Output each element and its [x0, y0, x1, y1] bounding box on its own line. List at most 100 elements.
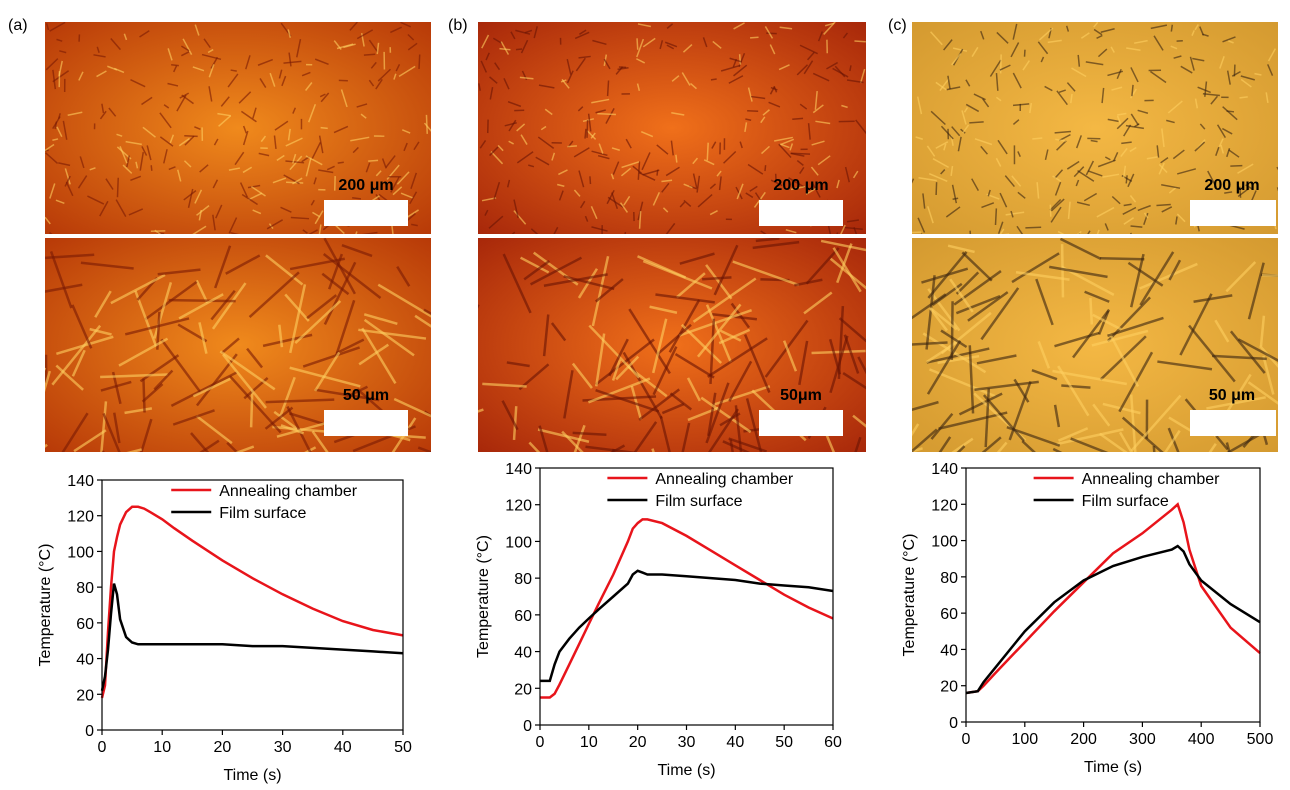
streak [732, 260, 800, 287]
streak [955, 294, 1001, 315]
streak [208, 64, 215, 78]
streak [296, 38, 302, 58]
streak [971, 178, 980, 192]
streak [973, 93, 986, 101]
streak [642, 169, 660, 176]
streak [620, 167, 632, 177]
streak [1129, 195, 1137, 203]
scale-bar [324, 200, 408, 226]
y-tick-label: 100 [931, 534, 958, 551]
streak [278, 69, 283, 79]
streak [203, 38, 211, 49]
streak [578, 29, 587, 35]
streak [99, 200, 109, 217]
x-tick-label: 20 [629, 734, 647, 751]
streak [390, 26, 403, 34]
streak [962, 124, 970, 134]
streak [841, 104, 848, 109]
streak [64, 168, 71, 185]
streak [638, 211, 642, 229]
series-line [540, 518, 834, 699]
streak [1262, 355, 1275, 395]
streak [575, 57, 586, 72]
streak [595, 389, 660, 413]
streak [659, 40, 664, 50]
streak [59, 50, 67, 54]
streak [755, 238, 780, 243]
streak [123, 33, 128, 41]
streak [692, 157, 699, 165]
streak [1149, 70, 1167, 84]
streak [1179, 293, 1213, 356]
streak [1012, 103, 1030, 107]
streak [1084, 290, 1110, 303]
streak [1075, 179, 1080, 187]
streak [102, 412, 121, 452]
streak [194, 126, 201, 130]
streak [363, 53, 376, 56]
streak [177, 169, 182, 182]
streak [167, 48, 173, 61]
streak [45, 23, 50, 31]
streak [987, 189, 991, 197]
streak [810, 166, 819, 176]
streak [51, 324, 102, 386]
streak [1089, 298, 1094, 325]
streak [513, 199, 519, 218]
streak [213, 138, 219, 146]
streak [130, 79, 146, 88]
streak [1037, 341, 1051, 369]
streak [798, 340, 809, 386]
streak [1130, 88, 1137, 99]
streak [401, 129, 411, 134]
x-tick-label: 0 [98, 739, 107, 756]
streak [302, 229, 308, 234]
x-tick-label: 0 [962, 731, 971, 748]
streak [638, 388, 681, 421]
streak [504, 122, 517, 127]
streak [168, 298, 236, 303]
x-axis-label: Time (s) [1084, 759, 1142, 776]
streak [77, 175, 88, 189]
y-tick-label: 100 [67, 544, 94, 561]
streak [1005, 211, 1025, 216]
streak [370, 61, 377, 69]
streak [194, 189, 203, 204]
streak [922, 193, 926, 209]
streak [1219, 56, 1225, 69]
streak [1111, 86, 1123, 91]
streak [679, 252, 715, 265]
streak [951, 437, 974, 452]
streak [814, 90, 818, 110]
streak [159, 112, 172, 129]
streak [799, 44, 818, 55]
streak [637, 255, 687, 279]
streak [1158, 163, 1168, 174]
streak [326, 165, 335, 171]
streak [1192, 57, 1205, 62]
streak [1015, 271, 1070, 281]
streak [1194, 24, 1199, 31]
streak [285, 160, 305, 164]
streak [1016, 225, 1024, 234]
streak [287, 29, 292, 38]
y-tick-label: 60 [514, 608, 532, 625]
x-tick-label: 100 [1011, 731, 1038, 748]
streak [1071, 67, 1087, 78]
streak [318, 169, 334, 174]
streak [681, 72, 691, 86]
y-tick-label: 120 [67, 509, 94, 526]
streak [494, 62, 501, 71]
streak [1166, 119, 1175, 124]
streak [811, 140, 825, 146]
streak [745, 118, 752, 121]
streak [1117, 112, 1127, 116]
streak [540, 125, 547, 131]
streak [625, 138, 632, 149]
streak [655, 293, 715, 304]
streak [1101, 87, 1105, 104]
streak [500, 41, 510, 55]
streak [196, 205, 210, 216]
streak [603, 58, 611, 70]
streak [538, 84, 555, 89]
